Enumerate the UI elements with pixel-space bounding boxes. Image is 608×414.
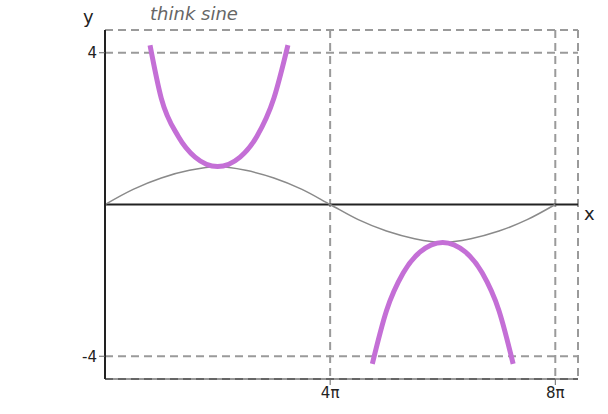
html-text:x: x	[584, 202, 595, 224]
svg-text:-4: -4	[82, 348, 97, 366]
svg-text:4: 4	[87, 44, 97, 62]
svg-text:4π: 4π	[321, 384, 340, 402]
svg-text:8π: 8π	[546, 384, 565, 402]
html-text:y: y	[83, 6, 94, 27]
html-text:think sine: think sine	[150, 3, 238, 24]
